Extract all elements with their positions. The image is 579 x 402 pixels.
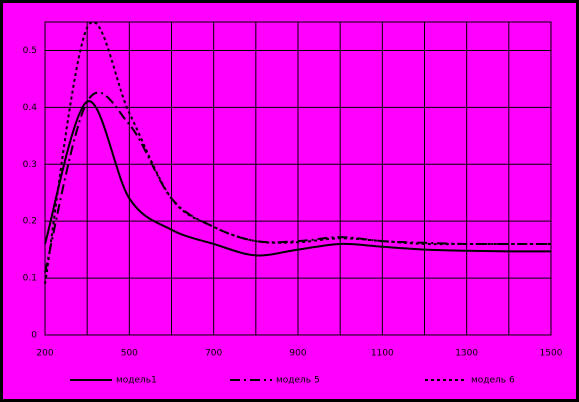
y-tick-label: 0.4 [23, 103, 38, 113]
x-tick-label: 1500 [540, 349, 563, 359]
background [3, 3, 576, 399]
y-tick-label: 0 [31, 331, 37, 341]
y-tick-label: 0.2 [23, 217, 37, 227]
series-line [44, 100, 552, 257]
legend-label: модель 5 [276, 376, 320, 386]
y-tick-label: 0.3 [23, 160, 37, 170]
x-tick-label: 1300 [455, 349, 478, 359]
x-tick-label: 200 [36, 349, 53, 359]
series-line [44, 21, 551, 284]
series-line [44, 91, 551, 273]
legend-label: модель 6 [471, 376, 515, 386]
x-tick-label: 1100 [371, 349, 394, 359]
legend-label: модель1 [116, 376, 157, 386]
y-tick-label: 0.1 [23, 274, 37, 284]
x-tick-label: 700 [205, 349, 222, 359]
x-tick-label: 500 [121, 349, 138, 359]
y-tick-label: 0.5 [23, 46, 37, 56]
x-tick-label: 900 [289, 349, 306, 359]
